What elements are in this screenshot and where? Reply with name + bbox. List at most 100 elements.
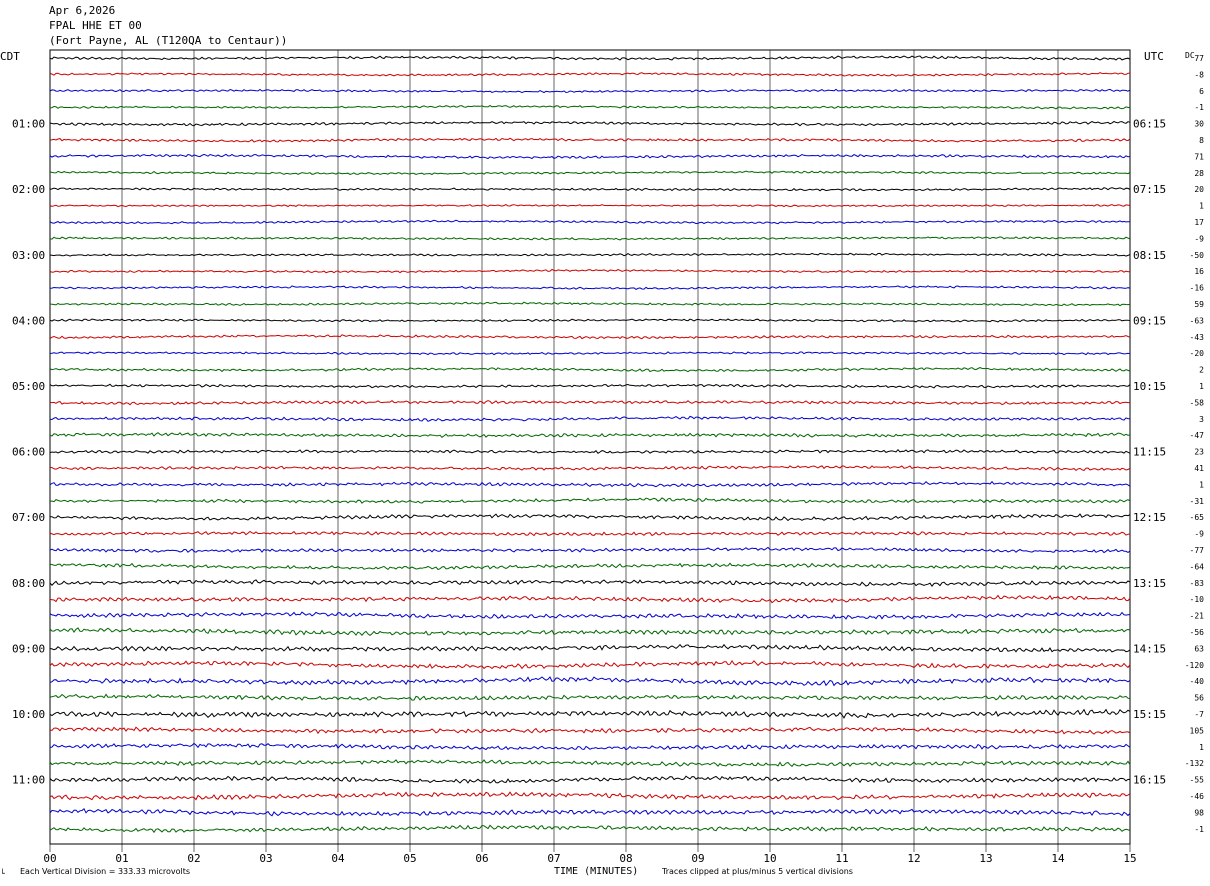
x-tick-08: 08 <box>619 852 632 865</box>
cdt-time-label: 03:00 <box>12 249 45 262</box>
trace-25 <box>49 465 1131 472</box>
dc-offset-45: -46 <box>1190 792 1205 801</box>
utc-time-label: 07:15 <box>1133 183 1166 196</box>
trace-45 <box>49 791 1131 801</box>
utc-label: UTC <box>1144 50 1164 63</box>
trace-1 <box>49 72 1131 77</box>
dc-offset-33: -10 <box>1190 595 1205 604</box>
x-tick-07: 07 <box>547 852 560 865</box>
dc-offset-15: 59 <box>1194 300 1204 309</box>
trace-6 <box>49 153 1131 160</box>
dc-offset-38: -40 <box>1190 677 1205 686</box>
trace-3 <box>49 104 1131 110</box>
dc-offset-42: 1 <box>1199 743 1204 752</box>
trace-9 <box>49 204 1131 208</box>
x-tick-13: 13 <box>979 852 992 865</box>
trace-4 <box>49 120 1131 127</box>
cdt-time-label: 06:00 <box>12 446 45 459</box>
utc-time-label: 11:15 <box>1133 446 1166 459</box>
trace-38 <box>49 676 1131 687</box>
trace-13 <box>49 268 1131 274</box>
dc-offset-9: 1 <box>1199 202 1204 211</box>
dc-offset-26: 1 <box>1199 480 1204 489</box>
dc-offset-37: -120 <box>1185 661 1204 670</box>
trace-16 <box>49 318 1131 323</box>
trace-39 <box>49 693 1131 701</box>
dc-offset-22: 3 <box>1199 415 1204 424</box>
trace-17 <box>49 334 1131 340</box>
utc-time-labels: 06:15 07:15 08:15 09:15 10:15 11:15 12:15 13:15… <box>1133 118 1166 787</box>
cdt-time-label: 08:00 <box>12 577 45 590</box>
x-tick-04: 04 <box>331 852 345 865</box>
dc-offset-40: -7 <box>1194 710 1204 719</box>
cdt-time-label: 04:00 <box>12 314 45 327</box>
trace-21 <box>49 399 1130 406</box>
dc-offset-0: 77 <box>1194 54 1204 63</box>
x-tick-02: 02 <box>187 852 200 865</box>
clip-note: Traces clipped at plus/minus 5 vertical … <box>661 867 853 876</box>
trace-28 <box>49 513 1131 522</box>
trace-10 <box>49 219 1130 225</box>
utc-time-label: 15:15 <box>1133 708 1166 721</box>
trace-18 <box>49 351 1131 356</box>
trace-42 <box>49 742 1131 751</box>
x-tick-11: 11 <box>835 852 848 865</box>
trace-14 <box>49 285 1131 290</box>
dc-offset-47: -1 <box>1194 825 1204 834</box>
dc-offset-14: -16 <box>1190 284 1205 293</box>
dc-offset-39: 56 <box>1194 694 1204 703</box>
trace-46 <box>49 808 1131 817</box>
dc-offset-29: -9 <box>1194 530 1204 539</box>
trace-30 <box>49 546 1131 554</box>
dc-offset-32: -83 <box>1190 579 1205 588</box>
dc-offset-8: 20 <box>1194 185 1204 194</box>
dc-offset-2: 6 <box>1199 87 1204 96</box>
trace-32 <box>49 579 1131 587</box>
utc-time-label: 12:15 <box>1133 511 1166 524</box>
trace-11 <box>49 236 1131 241</box>
trace-27 <box>49 497 1131 504</box>
dc-offset-17: -43 <box>1190 333 1205 342</box>
x-tick-10: 10 <box>763 852 776 865</box>
header-location: (Fort Payne, AL (T120QA to Centaur)) <box>49 34 288 47</box>
trace-43 <box>49 759 1131 768</box>
dc-offset-1: -8 <box>1194 70 1204 79</box>
x-tick-14: 14 <box>1051 852 1065 865</box>
dc-offset-16: -63 <box>1190 316 1205 325</box>
utc-time-label: 06:15 <box>1133 118 1166 131</box>
trace-19 <box>49 366 1131 373</box>
trace-22 <box>49 415 1131 422</box>
x-tick-labels: 00 01 02 03 04 05 06 07 08 09 10 11 12 13 14 15 <box>43 852 1136 865</box>
trace-23 <box>49 432 1131 438</box>
cdt-time-label: 07:00 <box>12 511 45 524</box>
cdt-label: CDT <box>0 50 20 63</box>
dc-offset-10: 17 <box>1194 218 1204 227</box>
header-station: FPAL HHE ET 00 <box>49 19 142 32</box>
x-tick-03: 03 <box>259 852 272 865</box>
dc-offset-41: 105 <box>1190 726 1205 735</box>
trace-5 <box>49 137 1131 143</box>
dc-offset-5: 8 <box>1199 136 1204 145</box>
trace-34 <box>49 611 1131 620</box>
trace-36 <box>49 643 1131 653</box>
dc-offset-6: 71 <box>1194 152 1204 161</box>
trace-12 <box>49 252 1131 257</box>
dc-offset-35: -56 <box>1190 628 1205 637</box>
dc-offset-19: 2 <box>1199 366 1204 375</box>
trace-29 <box>49 530 1131 537</box>
trace-24 <box>49 448 1131 454</box>
utc-time-label: 09:15 <box>1133 314 1166 327</box>
dc-offset-34: -21 <box>1190 612 1205 621</box>
utc-time-label: 14:15 <box>1133 642 1166 655</box>
dc-offset-labels: 77 -8 6 -1 30 8 71 28 20 1 17 -9 -50 16 -16 59 -63 -43 -20… <box>1185 54 1204 834</box>
dc-label: DC <box>1185 51 1195 60</box>
utc-time-label: 16:15 <box>1133 774 1166 787</box>
dc-offset-20: 1 <box>1199 382 1204 391</box>
dc-offset-21: -58 <box>1190 398 1205 407</box>
utc-time-label: 08:15 <box>1133 249 1166 262</box>
cdt-time-label: 01:00 <box>12 118 45 131</box>
corner-mark: └ <box>0 868 5 878</box>
trace-41 <box>49 726 1131 735</box>
header-date: Apr 6,2026 <box>49 4 116 17</box>
